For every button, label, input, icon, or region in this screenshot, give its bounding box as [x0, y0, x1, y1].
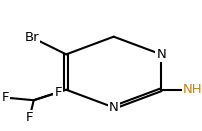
Text: NH₂: NH₂ [182, 83, 202, 96]
Text: N: N [156, 48, 165, 61]
Text: N: N [108, 101, 118, 114]
Text: F: F [26, 111, 33, 124]
Text: Br: Br [24, 31, 39, 44]
Text: F: F [54, 86, 62, 99]
Text: F: F [2, 91, 9, 104]
